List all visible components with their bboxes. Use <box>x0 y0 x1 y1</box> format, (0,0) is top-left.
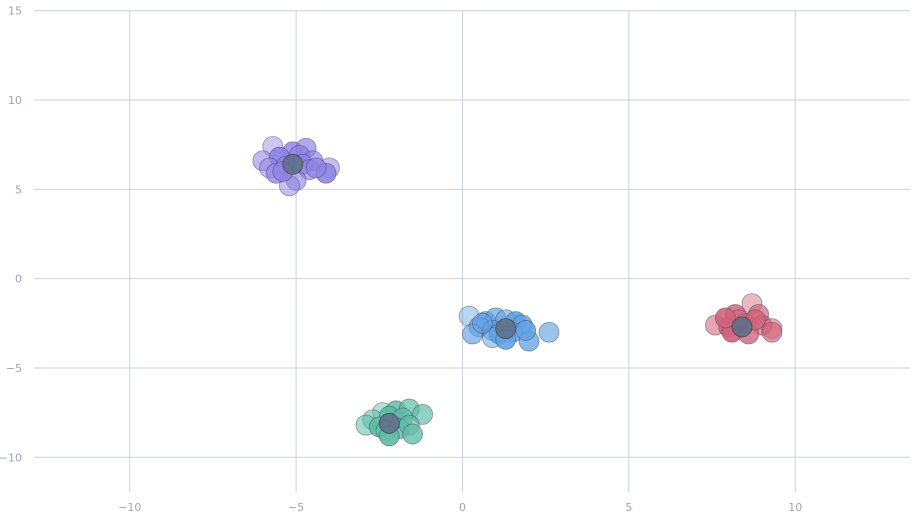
grid-lines <box>34 10 910 492</box>
x-axis-ticks: −10 −5 0 5 10 <box>118 501 802 514</box>
data-point <box>515 320 537 341</box>
data-point <box>538 321 560 343</box>
data-point <box>761 321 783 343</box>
data-points <box>252 136 783 447</box>
y-tick-label: 5 <box>15 183 22 196</box>
centroid-point <box>378 412 400 434</box>
y-tick-label: 0 <box>15 273 22 286</box>
centroid-point <box>495 318 517 340</box>
data-point <box>472 312 493 334</box>
data-point <box>402 423 423 445</box>
y-tick-label: −5 <box>6 362 22 375</box>
centroid-point <box>282 153 304 175</box>
x-tick-label: −10 <box>118 501 141 514</box>
cluster-centroids <box>282 153 753 434</box>
data-point <box>714 307 736 329</box>
x-tick-label: 10 <box>788 501 802 514</box>
centroid-point <box>731 316 753 338</box>
x-tick-label: −5 <box>288 501 304 514</box>
y-tick-label: −10 <box>0 451 22 464</box>
x-tick-label: 5 <box>625 501 632 514</box>
y-tick-label: 15 <box>8 5 22 18</box>
x-tick-label: 0 <box>459 501 466 514</box>
y-axis-ticks: −10 −5 0 5 10 15 <box>0 5 22 465</box>
data-point <box>305 157 327 179</box>
y-tick-label: 10 <box>8 94 22 107</box>
